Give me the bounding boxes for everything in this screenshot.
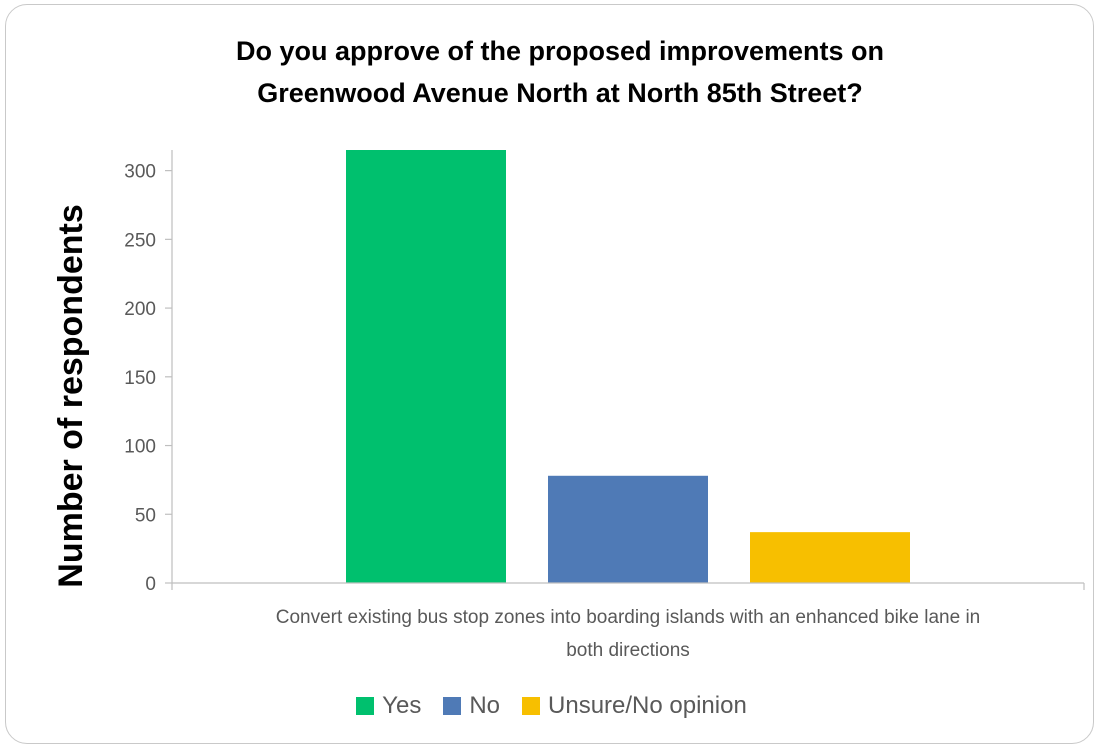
bar-yes: [346, 150, 506, 583]
y-axis-label: Number of respondents: [52, 204, 90, 587]
legend-label-no: No: [469, 692, 501, 719]
y-tick-label: 150: [124, 368, 156, 389]
y-tick-label: 0: [145, 574, 156, 595]
legend-item-unsure: Unsure/No opinion: [522, 692, 747, 720]
legend-label-yes: Yes: [382, 692, 422, 719]
y-tick-label: 100: [124, 437, 156, 458]
chart-title-line-1: Do you approve of the proposed improveme…: [235, 36, 885, 66]
y-tick-label: 250: [124, 230, 156, 251]
y-tick-label: 200: [124, 299, 156, 320]
chart-frame: [5, 4, 1094, 744]
bars-group: [346, 150, 910, 583]
legend-item-no: No: [443, 692, 500, 720]
legend-label-unsure: Unsure/No opinion: [548, 692, 747, 719]
y-tick-label: 300: [124, 162, 156, 183]
legend-item-yes: Yes: [356, 692, 421, 720]
legend-swatch-yes: [356, 697, 375, 715]
legend: Yes No Unsure/No opinion: [0, 692, 1103, 720]
y-tick-label: 50: [135, 505, 156, 526]
chart-title-line-2: Greenwood Avenue North at North 85th Str…: [257, 78, 863, 108]
legend-swatch-no: [443, 697, 462, 715]
bar-no: [548, 475, 708, 583]
y-axis: 0 50 100 150 200 250 300: [124, 162, 172, 595]
bar-unsure-no-opinion: [750, 532, 910, 583]
category-label-line-2: both directions: [566, 640, 690, 661]
legend-swatch-unsure: [522, 697, 541, 715]
chart-title: Do you approve of the proposed improveme…: [120, 30, 1000, 114]
category-label-line-1: Convert existing bus stop zones into boa…: [276, 607, 981, 628]
